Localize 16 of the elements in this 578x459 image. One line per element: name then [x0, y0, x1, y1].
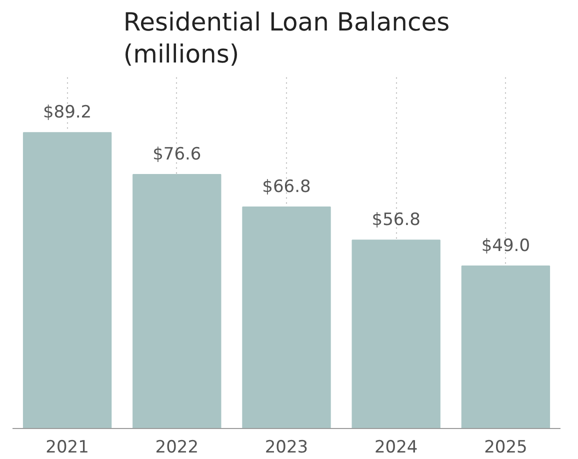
x-tick-label: 2023: [264, 438, 308, 458]
bar: [461, 265, 550, 428]
x-tick-label: 2021: [46, 438, 89, 458]
data-label: $89.2: [42, 102, 92, 123]
x-tick-label: 2022: [155, 438, 199, 458]
bar: [22, 132, 112, 428]
data-label: $76.6: [152, 144, 202, 164]
x-tick-label: 2025: [484, 438, 528, 458]
x-tick-label: 2024: [374, 438, 418, 458]
bar: [242, 206, 331, 428]
data-label: $66.8: [262, 176, 311, 197]
chart-title: Residential Loan Balances (millions): [123, 8, 450, 68]
bar: [132, 174, 222, 428]
bar: [352, 240, 440, 428]
data-label: $49.0: [481, 236, 530, 256]
data-label: $56.8: [372, 210, 420, 230]
